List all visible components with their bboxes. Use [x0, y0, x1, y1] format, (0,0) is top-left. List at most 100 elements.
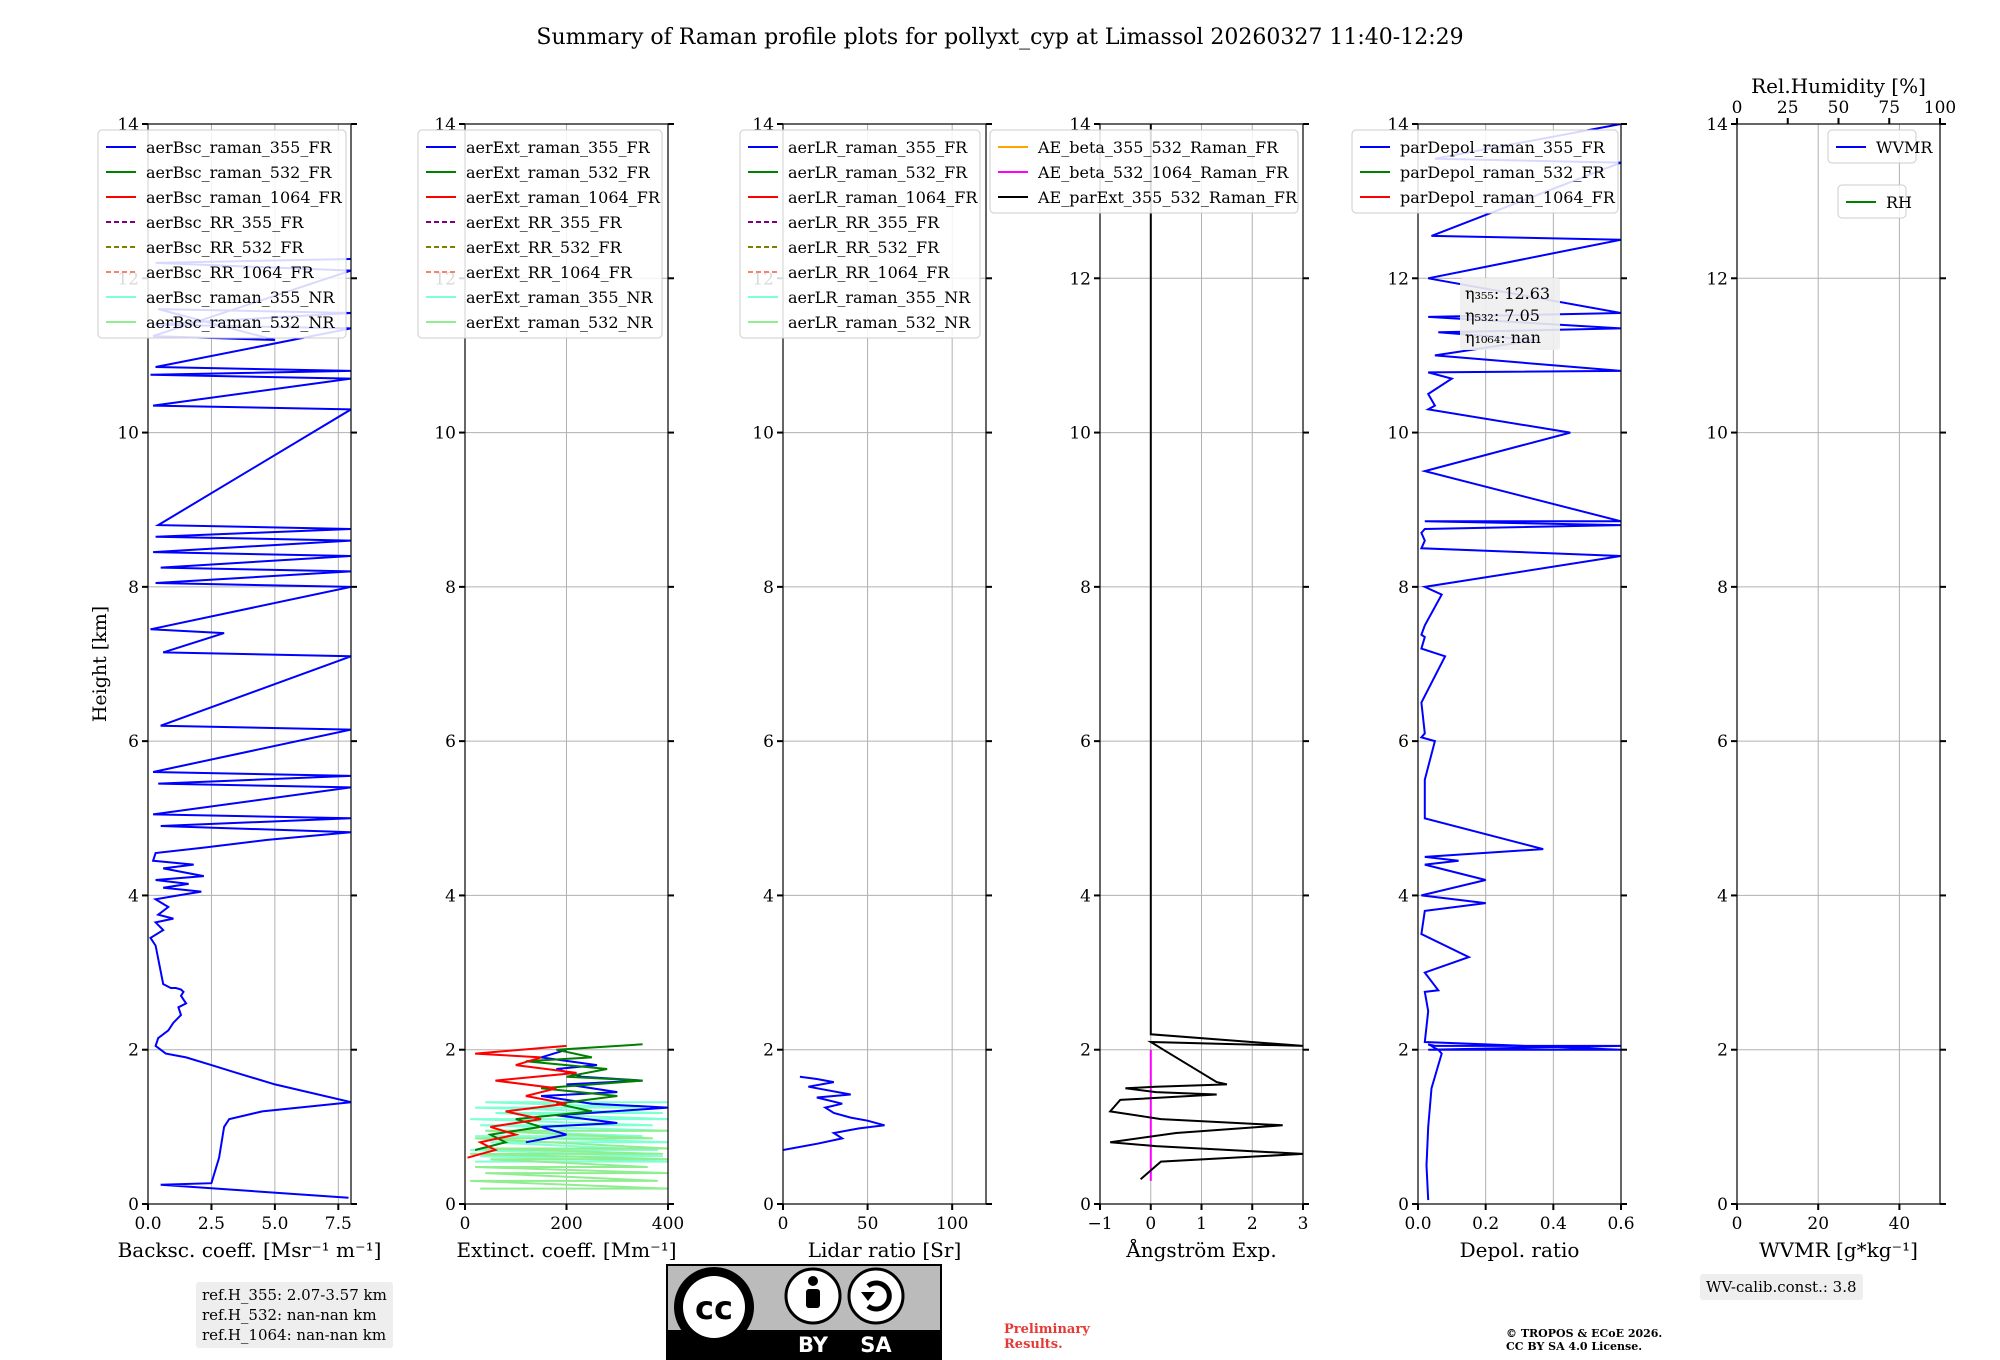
x-axis-label: Backsc. coeff. [Msr⁻¹ m⁻¹] — [118, 1238, 382, 1262]
legend-entry: aerLR_RR_355_FR — [788, 213, 940, 232]
x-axis-label: Ångström Exp. — [1125, 1237, 1276, 1262]
y-tick-label: 8 — [445, 578, 456, 598]
axes-frame — [147, 123, 352, 1205]
y-tick-label: 4 — [128, 886, 139, 906]
y-tick-label: 2 — [445, 1041, 456, 1061]
y-tick-label: 10 — [1387, 424, 1409, 444]
legend-entry: aerExt_raman_532_FR — [466, 163, 651, 182]
legend-box — [417, 129, 663, 339]
y-tick-label: 0 — [1080, 1195, 1091, 1215]
legend-box — [739, 129, 981, 339]
top-x-axis-label: Rel.Humidity [%] — [1751, 74, 1926, 98]
legend-entry: aerExt_raman_1064_FR — [466, 188, 661, 207]
top-x-tick-label: 25 — [1777, 98, 1799, 118]
x-tick-label: 0.2 — [1472, 1214, 1499, 1234]
legend-entry: aerExt_RR_532_FR — [466, 238, 623, 257]
top-x-tick-label: 50 — [1828, 98, 1850, 118]
y-tick-label: 6 — [1398, 732, 1409, 752]
legend-entry: aerLR_raman_532_FR — [788, 163, 968, 182]
legend-entry: aerBsc_raman_532_NR — [146, 313, 335, 332]
axes-frame — [782, 123, 987, 1205]
y-tick-label: 6 — [1080, 732, 1091, 752]
y-tick-label: 4 — [763, 886, 774, 906]
y-tick-label: 12 — [1069, 269, 1091, 289]
x-axis-label: Depol. ratio — [1460, 1238, 1580, 1262]
copyright-note: © TROPOS & ECoE 2026. CC BY SA 4.0 Licen… — [1506, 1327, 1663, 1353]
y-tick-label: 10 — [434, 424, 456, 444]
y-tick-label: 12 — [1706, 269, 1728, 289]
annotation-line: η₁₀₆₄: nan — [1465, 328, 1541, 347]
y-tick-label: 0 — [763, 1195, 774, 1215]
legend: WVMR — [1827, 129, 1933, 164]
panel-extinction: 024681012140200400Extinct. coeff. [Mm⁻¹]… — [417, 115, 684, 1262]
top-x-tick-label: 100 — [1924, 98, 1956, 118]
legend-entry: aerExt_RR_1064_FR — [466, 263, 633, 282]
sa-label: SA — [860, 1333, 892, 1357]
legend-box — [97, 129, 347, 339]
y-tick-label: 6 — [445, 732, 456, 752]
y-tick-label: 8 — [763, 578, 774, 598]
series-line-aerExt_raman_532_NR — [470, 1129, 668, 1190]
x-tick-label: 200 — [550, 1214, 582, 1234]
preliminary-note: Preliminary Results. — [1004, 1322, 1090, 1352]
legend-entry: aerBsc_raman_355_NR — [146, 288, 335, 307]
x-tick-label: 0 — [1732, 1214, 1743, 1234]
legend: parDepol_raman_355_FR parDepol_raman_532_… — [1351, 129, 1619, 214]
y-axis-label: Height [km] — [89, 606, 111, 722]
legend-entry: aerBsc_RR_355_FR — [146, 213, 304, 232]
y-tick-label: 4 — [445, 886, 456, 906]
y-tick-label: 8 — [128, 578, 139, 598]
y-tick-label: 10 — [1706, 424, 1728, 444]
top-x-tick-label: 0 — [1732, 98, 1743, 118]
x-tick-label: 0 — [460, 1214, 471, 1234]
legend-entry: AE_beta_355_532_Raman_FR — [1037, 138, 1279, 157]
series-line-aerExt_raman_1064_FR — [467, 1044, 577, 1159]
series-line-AE_parExt_355_532_Raman_FR — [1108, 124, 1303, 1181]
y-tick-label: 0 — [128, 1195, 139, 1215]
x-tick-label: 0.6 — [1607, 1214, 1634, 1234]
x-tick-label: 7.5 — [325, 1214, 352, 1234]
y-tick-label: 0 — [445, 1195, 456, 1215]
y-tick-label: 10 — [1069, 424, 1091, 444]
y-tick-label: 2 — [763, 1041, 774, 1061]
x-tick-label: 2.5 — [198, 1214, 225, 1234]
x-tick-label: 0.4 — [1540, 1214, 1567, 1234]
cc-license-badge: cc BY SA — [666, 1264, 942, 1360]
wv-calibration-constant: WV-calib.const.: 3.8 — [1706, 1278, 1857, 1296]
wv-calibration-box: WV-calib.const.: 3.8 — [1700, 1274, 1863, 1300]
y-tick-label: 4 — [1080, 886, 1091, 906]
y-tick-label: 8 — [1080, 578, 1091, 598]
legend-box — [1351, 129, 1619, 214]
series-line-aerLR_raman_355_FR — [783, 1075, 885, 1151]
legend-entry: aerExt_RR_355_FR — [466, 213, 623, 232]
legend-entry: aerBsc_raman_532_FR — [146, 163, 332, 182]
y-tick-label: 8 — [1398, 578, 1409, 598]
ref-height-1064: ref.H_1064: nan-nan km — [202, 1326, 387, 1344]
x-tick-label: −1 — [1087, 1214, 1112, 1234]
y-tick-label: 2 — [1398, 1041, 1409, 1061]
x-tick-label: 1 — [1196, 1214, 1207, 1234]
axes-frame — [1736, 123, 1941, 1205]
y-tick-label: 0 — [1398, 1195, 1409, 1215]
by-label: BY — [798, 1333, 829, 1357]
y-tick-label: 6 — [1717, 732, 1728, 752]
x-tick-label: 5.0 — [261, 1214, 288, 1234]
y-tick-label: 12 — [1387, 269, 1409, 289]
legend-entry: aerBsc_RR_1064_FR — [146, 263, 315, 282]
legend-entry: aerExt_raman_532_NR — [466, 313, 654, 332]
annotation-line: η₅₃₂: 7.05 — [1465, 306, 1540, 325]
annotation-box — [1460, 278, 1560, 350]
share-alike-icon — [847, 1267, 905, 1325]
legend-entry: aerBsc_RR_532_FR — [146, 238, 304, 257]
legend-entry: aerBsc_raman_355_FR — [146, 138, 332, 157]
x-tick-label: 0 — [1145, 1214, 1156, 1234]
panel-lidar_ratio: 02468101214050100Lidar ratio [Sr]aerLR_r… — [739, 115, 992, 1262]
legend-box — [1827, 129, 1917, 164]
legend-rh: RH — [1837, 184, 1912, 219]
reference-height-box: ref.H_355: 2.07-3.57 km ref.H_532: nan-n… — [196, 1282, 393, 1348]
